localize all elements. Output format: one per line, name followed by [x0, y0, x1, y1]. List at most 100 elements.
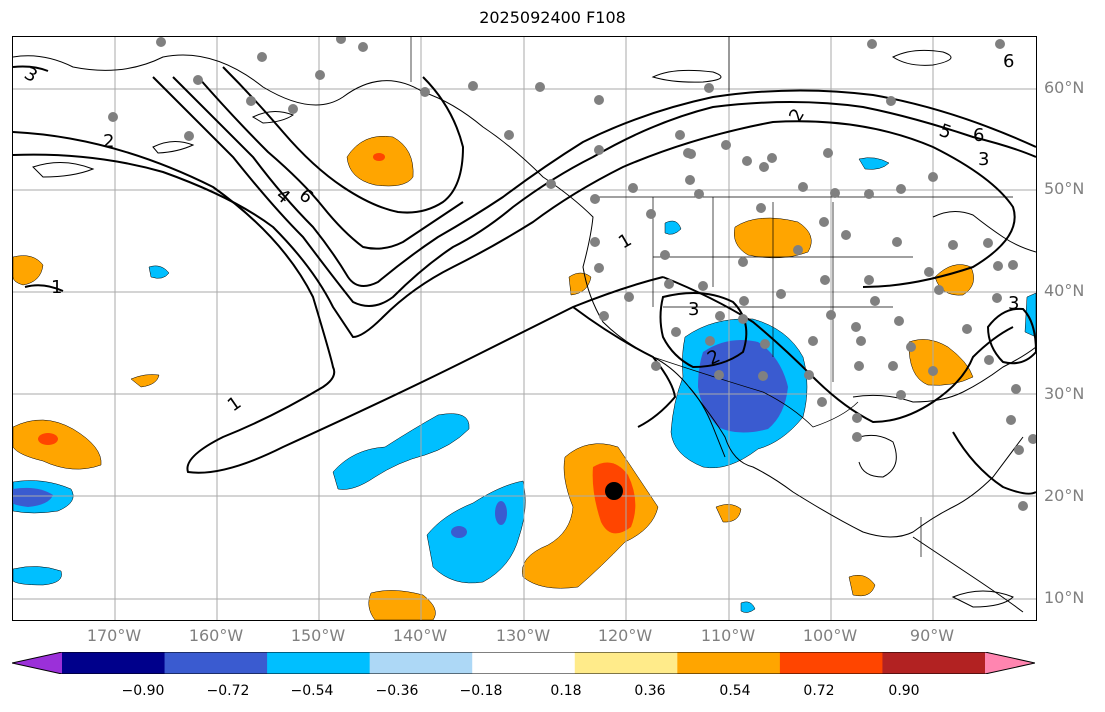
- lon-label: 90°W: [909, 626, 955, 645]
- anomaly-positive: [13, 419, 102, 470]
- station-marker: [983, 238, 993, 248]
- colorbar-segment: [369, 652, 473, 674]
- station-marker: [804, 370, 814, 380]
- station-marker: [992, 293, 1002, 303]
- contour-label: 1: [51, 277, 62, 298]
- station-marker: [817, 397, 827, 407]
- station-marker: [686, 149, 696, 159]
- station-marker: [854, 361, 864, 371]
- station-marker: [738, 257, 748, 267]
- station-marker: [590, 194, 600, 204]
- anomaly-positive: [346, 135, 414, 187]
- station-marker: [108, 112, 118, 122]
- station-marker: [257, 52, 267, 62]
- colorbar-segment: [574, 652, 678, 674]
- station-marker: [819, 217, 829, 227]
- station-marker: [793, 245, 803, 255]
- station-marker: [184, 131, 194, 141]
- station-marker: [894, 316, 904, 326]
- station-marker: [820, 275, 830, 285]
- station-marker: [808, 336, 818, 346]
- lat-label: 30°N: [1044, 384, 1085, 403]
- lon-label: 130°W: [495, 626, 551, 645]
- anomaly-positive: [130, 374, 160, 388]
- station-marker: [830, 188, 840, 198]
- station-marker: [864, 275, 874, 285]
- map-svg: 1 1 1 2 2 3 3 3 4 5 6 6 6 2 3: [13, 37, 1036, 620]
- contour-labels: 1 1 1 2 2 3 3 3 4 5 6 6 6 2 3: [21, 51, 1020, 416]
- anomaly-negative-core: [451, 526, 467, 538]
- station-marker: [851, 322, 861, 332]
- station-marker: [962, 324, 972, 334]
- colorbar-segment: [164, 652, 268, 674]
- anomaly-positive: [908, 339, 974, 386]
- map-canvas[interactable]: 1 1 1 2 2 3 3 3 4 5 6 6 6 2 3: [12, 36, 1037, 621]
- station-marker: [336, 37, 346, 44]
- lat-label: 60°N: [1044, 78, 1085, 97]
- station-marker: [756, 203, 766, 213]
- anomaly-negative: [858, 157, 890, 170]
- station-marker: [995, 39, 1005, 49]
- station-marker: [1014, 445, 1024, 455]
- colorbar-tick: −0.36: [375, 683, 419, 699]
- anomaly-negative-core: [13, 487, 53, 507]
- station-marker: [1011, 384, 1021, 394]
- lon-label: 170°W: [86, 626, 142, 645]
- station-marker: [721, 140, 731, 150]
- contour-label: 1: [615, 229, 635, 253]
- contour-label: 2: [785, 105, 809, 125]
- station-marker: [758, 371, 768, 381]
- colorbar-tick: −0.90: [121, 683, 165, 699]
- station-marker: [852, 432, 862, 442]
- station-marker: [896, 390, 906, 400]
- anomaly-positive: [848, 575, 876, 597]
- station-marker: [852, 413, 862, 423]
- station-marker: [504, 130, 514, 140]
- contour-label: 3: [1008, 293, 1019, 314]
- station-marker: [776, 289, 786, 299]
- anomaly-positive-core: [38, 433, 58, 445]
- station-marker: [546, 179, 556, 189]
- anomaly-negative: [664, 220, 682, 235]
- station-marker: [671, 327, 681, 337]
- station-marker: [156, 37, 166, 47]
- station-marker: [1018, 501, 1028, 511]
- map-title: 2025092400 F108: [479, 8, 626, 27]
- station-marker: [867, 39, 877, 49]
- station-marker: [928, 172, 938, 182]
- station-marker: [823, 148, 833, 158]
- anomaly-positive-core: [373, 153, 385, 161]
- colorbar-segment: [62, 652, 166, 674]
- station-marker: [760, 339, 770, 349]
- colorbar-segment: [882, 652, 986, 674]
- station-marker: [594, 263, 604, 273]
- station-marker: [993, 261, 1003, 271]
- station-marker: [738, 314, 748, 324]
- station-marker: [420, 87, 430, 97]
- contour-label: 3: [688, 299, 699, 320]
- station-marker: [856, 336, 866, 346]
- station-marker: [664, 279, 674, 289]
- anomaly-negative: [332, 413, 470, 490]
- lat-label: 20°N: [1044, 486, 1085, 505]
- anomaly-negative: [13, 566, 62, 586]
- station-marker: [624, 292, 634, 302]
- station-marker: [660, 250, 670, 260]
- colorbar-tick: 0.54: [719, 683, 751, 699]
- contour-label: 2: [103, 131, 114, 152]
- station-marker: [739, 296, 749, 306]
- colorbar-segment: [677, 652, 781, 674]
- anomaly-negative-core: [495, 501, 507, 525]
- lat-label: 50°N: [1044, 179, 1085, 198]
- anomaly-positive: [13, 255, 44, 286]
- anomaly-negative: [148, 265, 170, 279]
- station-marker: [705, 336, 715, 346]
- station-marker: [594, 95, 604, 105]
- lon-label: 110°W: [700, 626, 756, 645]
- station-marker: [934, 285, 944, 295]
- station-marker: [193, 75, 203, 85]
- colorbar-tick: −0.54: [290, 683, 334, 699]
- colorbar-segment: [472, 652, 576, 674]
- colorbar-segment: [779, 652, 883, 674]
- station-marker: [694, 189, 704, 199]
